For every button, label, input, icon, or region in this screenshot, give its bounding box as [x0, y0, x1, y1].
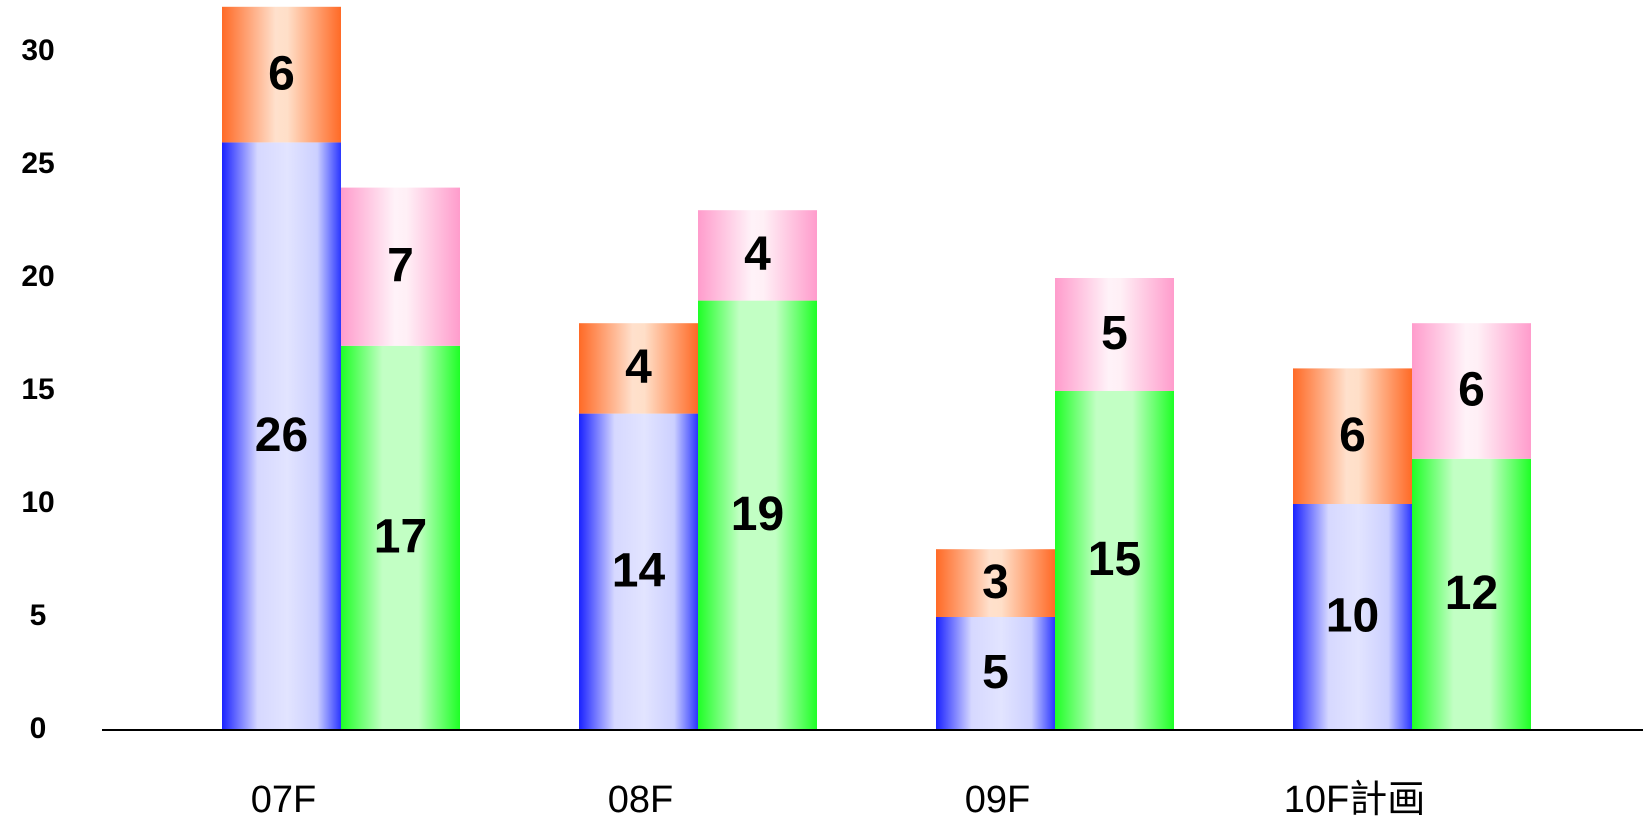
data-label: 3	[982, 556, 1009, 609]
data-labels-layer: 26 6 17 7 14 4 19 4 5 3 15 5 10 6 12 6	[255, 47, 1498, 699]
bars-layer	[222, 6, 1531, 730]
data-label: 5	[1101, 307, 1128, 360]
bar-series-d-0	[341, 187, 460, 346]
y-tick-label: 0	[30, 712, 47, 745]
y-tick-label: 20	[21, 260, 54, 293]
x-tick-label: 10F計画	[1284, 779, 1425, 821]
y-tick-label: 10	[21, 486, 54, 519]
y-axis: 0 5 10 15 20 25 30	[21, 34, 54, 745]
bar-series-d-1	[698, 210, 817, 301]
data-label: 4	[744, 228, 771, 281]
bar-series-b-1	[579, 323, 698, 414]
y-tick-label: 5	[30, 599, 47, 632]
x-tick-label: 08F	[608, 779, 673, 821]
data-label: 19	[731, 488, 784, 541]
x-axis: 07F 08F 09F 10F計画	[102, 729, 1643, 821]
bar-series-c-3	[1412, 458, 1531, 730]
data-label: 10	[1326, 590, 1379, 643]
y-tick-label: 25	[21, 147, 54, 180]
bar-series-b-2	[936, 549, 1055, 617]
data-label: 15	[1088, 533, 1141, 586]
data-label: 7	[387, 239, 414, 292]
bar-series-a-3	[1293, 504, 1412, 730]
bar-series-b-3	[1293, 368, 1412, 504]
data-label: 4	[625, 341, 652, 394]
bar-series-b-0	[222, 6, 341, 143]
data-label: 5	[982, 646, 1009, 699]
bar-series-a-2	[936, 617, 1055, 730]
x-tick-label: 09F	[965, 779, 1030, 821]
bar-series-a-1	[579, 413, 698, 730]
x-tick-label: 07F	[251, 779, 316, 821]
data-label: 17	[374, 511, 427, 564]
data-label: 6	[268, 47, 295, 100]
bar-series-d-2	[1055, 278, 1174, 391]
bar-series-c-0	[341, 345, 460, 730]
data-label: 14	[612, 544, 666, 597]
bar-series-c-1	[698, 300, 817, 730]
data-label: 6	[1458, 364, 1485, 417]
bar-series-d-3	[1412, 323, 1531, 459]
data-label: 6	[1339, 409, 1366, 462]
bar-series-c-2	[1055, 391, 1174, 730]
y-tick-label: 30	[21, 34, 54, 67]
bar-series-a-0	[222, 142, 341, 730]
data-label: 26	[255, 409, 308, 462]
data-label: 12	[1445, 567, 1498, 620]
y-tick-label: 15	[21, 373, 54, 406]
